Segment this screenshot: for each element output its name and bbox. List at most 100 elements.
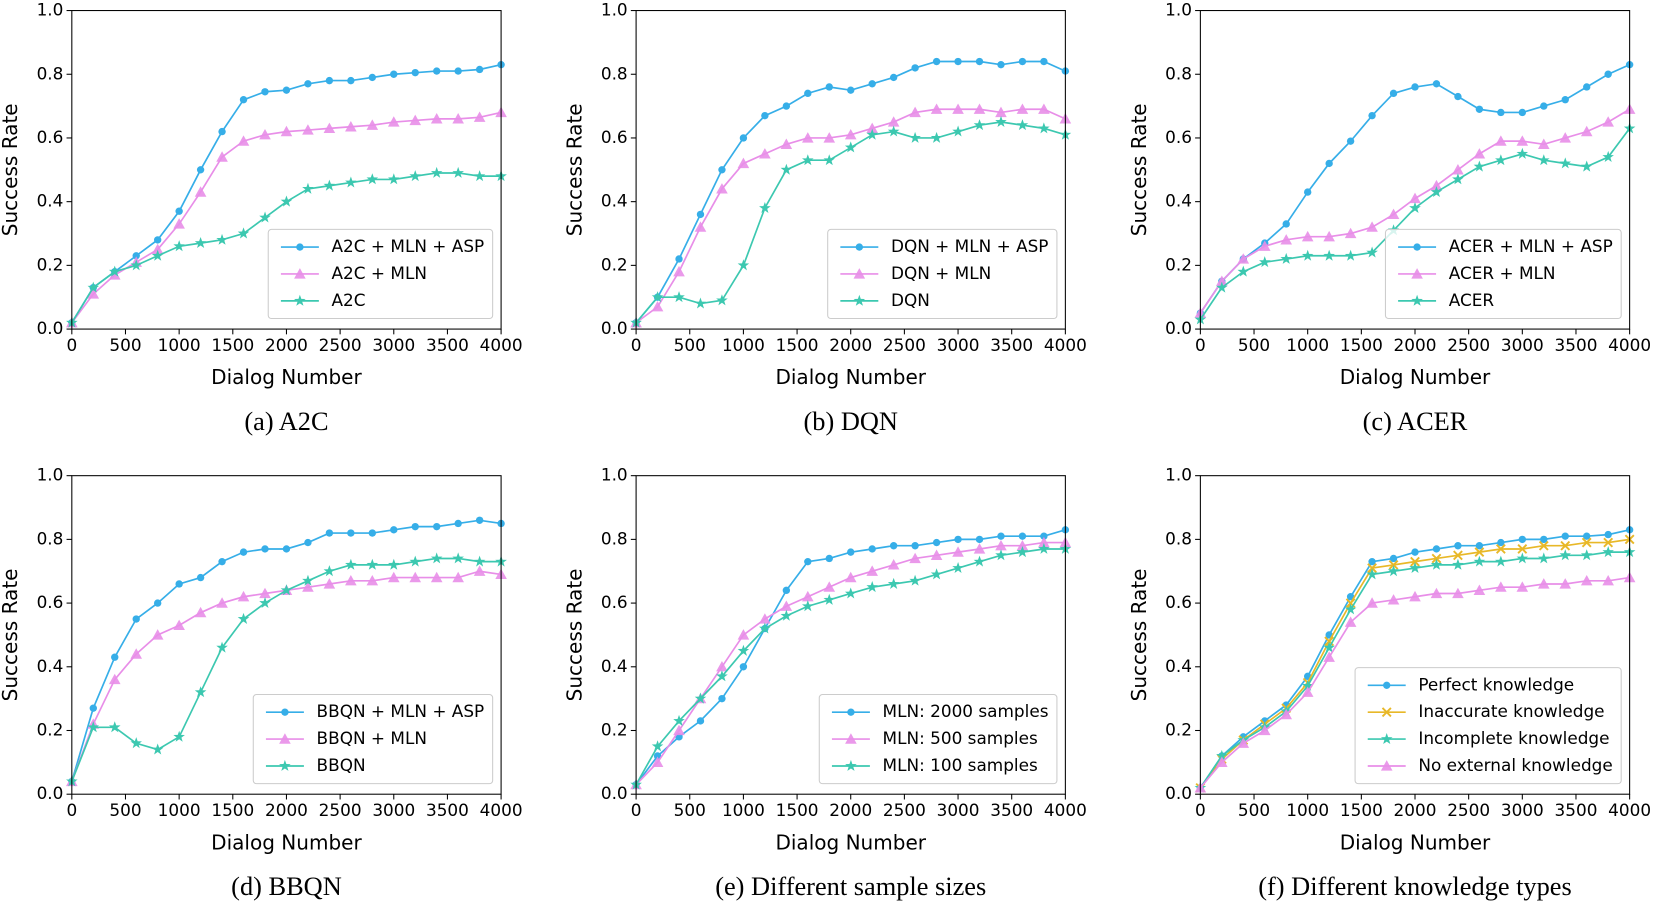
x-tick-label: 500 xyxy=(674,335,706,355)
marker xyxy=(1280,234,1293,245)
marker xyxy=(239,96,248,104)
marker xyxy=(411,68,419,77)
legend-label: DQN xyxy=(891,290,930,310)
marker xyxy=(1473,160,1486,172)
marker xyxy=(323,122,336,134)
marker xyxy=(1537,552,1550,564)
marker xyxy=(411,522,419,531)
marker xyxy=(1216,756,1228,767)
x-tick-label: 3500 xyxy=(1555,800,1598,820)
marker xyxy=(716,670,728,682)
marker xyxy=(1323,651,1335,662)
marker xyxy=(1430,587,1443,599)
marker xyxy=(1454,542,1462,550)
plot-frame xyxy=(635,10,1066,330)
marker xyxy=(261,545,269,553)
marker xyxy=(1216,275,1228,286)
legend-label: MLN: 500 samples xyxy=(883,728,1038,748)
marker xyxy=(973,555,986,567)
marker xyxy=(430,113,443,124)
marker xyxy=(759,148,771,159)
marker xyxy=(302,574,314,586)
marker xyxy=(651,291,664,303)
x-tick-label: 1500 xyxy=(1340,800,1383,820)
x-axis-label: Dialog Number xyxy=(1340,365,1491,389)
marker xyxy=(997,532,1005,540)
y-tick-label: 0.2 xyxy=(601,719,628,739)
marker xyxy=(1516,135,1529,146)
y-tick-label: 0.4 xyxy=(37,656,64,676)
marker xyxy=(1366,246,1378,258)
marker xyxy=(1411,548,1419,556)
marker xyxy=(1518,535,1527,544)
x-tick-label: 2000 xyxy=(265,800,308,820)
marker xyxy=(194,236,207,248)
marker xyxy=(802,132,814,143)
x-tick-label: 2000 xyxy=(1394,800,1437,820)
legend-label: ACER + MLN + ASP xyxy=(1449,236,1613,256)
x-tick-label: 500 xyxy=(109,800,141,820)
marker xyxy=(651,740,664,752)
marker xyxy=(433,67,441,75)
marker xyxy=(1259,256,1271,268)
marker xyxy=(108,673,121,685)
y-tick-label: 0.6 xyxy=(601,127,628,147)
x-tick-label: 4000 xyxy=(1044,335,1087,355)
marker xyxy=(1559,578,1572,589)
marker xyxy=(1303,188,1312,196)
marker xyxy=(780,138,793,149)
legend-label: ACER + MLN xyxy=(1449,263,1556,283)
marker xyxy=(737,629,750,640)
marker xyxy=(216,233,228,245)
marker xyxy=(1282,220,1290,228)
marker xyxy=(452,166,464,178)
marker xyxy=(932,57,941,66)
x-tick-label: 500 xyxy=(674,800,706,820)
marker xyxy=(1453,550,1463,561)
legend-marker xyxy=(296,243,304,251)
x-tick-label: 1500 xyxy=(1340,335,1383,355)
marker xyxy=(823,593,836,605)
x-tick-label: 1000 xyxy=(722,335,765,355)
marker xyxy=(1581,537,1592,548)
plot-frame xyxy=(71,10,502,330)
y-tick-label: 0.6 xyxy=(1165,592,1192,612)
marker xyxy=(696,717,705,725)
marker xyxy=(388,173,400,185)
marker xyxy=(1497,108,1505,117)
legend-label: BBQN + MLN + ASP xyxy=(317,701,485,721)
x-axis-label: Dialog Number xyxy=(775,365,926,389)
marker xyxy=(1410,556,1420,567)
marker xyxy=(1560,540,1571,551)
x-axis-label: Dialog Number xyxy=(211,365,362,389)
x-tick-label: 2500 xyxy=(1447,800,1490,820)
marker xyxy=(802,600,814,612)
marker xyxy=(930,103,943,114)
y-tick-label: 0.4 xyxy=(37,191,64,211)
marker xyxy=(1432,545,1441,553)
marker xyxy=(1430,558,1443,570)
marker xyxy=(995,549,1007,561)
marker xyxy=(1583,532,1591,540)
marker xyxy=(259,596,271,609)
marker xyxy=(868,80,876,88)
x-tick-label: 3500 xyxy=(1555,335,1598,355)
marker xyxy=(973,119,986,131)
marker xyxy=(1409,201,1421,213)
caption: (e) Different sample sizes xyxy=(715,872,986,901)
y-tick-label: 0.8 xyxy=(37,528,64,548)
marker xyxy=(1452,558,1464,570)
marker xyxy=(347,529,355,537)
marker xyxy=(1038,542,1050,554)
marker xyxy=(1325,159,1333,168)
marker xyxy=(673,724,685,736)
legend-marker xyxy=(853,294,866,306)
legend-label: A2C + MLN + ASP xyxy=(332,236,485,256)
x-tick-label: 0 xyxy=(66,335,77,355)
marker xyxy=(780,600,793,611)
marker xyxy=(325,76,334,85)
y-tick-label: 0.4 xyxy=(601,191,628,211)
marker xyxy=(433,522,441,531)
legend-marker xyxy=(845,733,857,744)
marker xyxy=(108,269,121,280)
